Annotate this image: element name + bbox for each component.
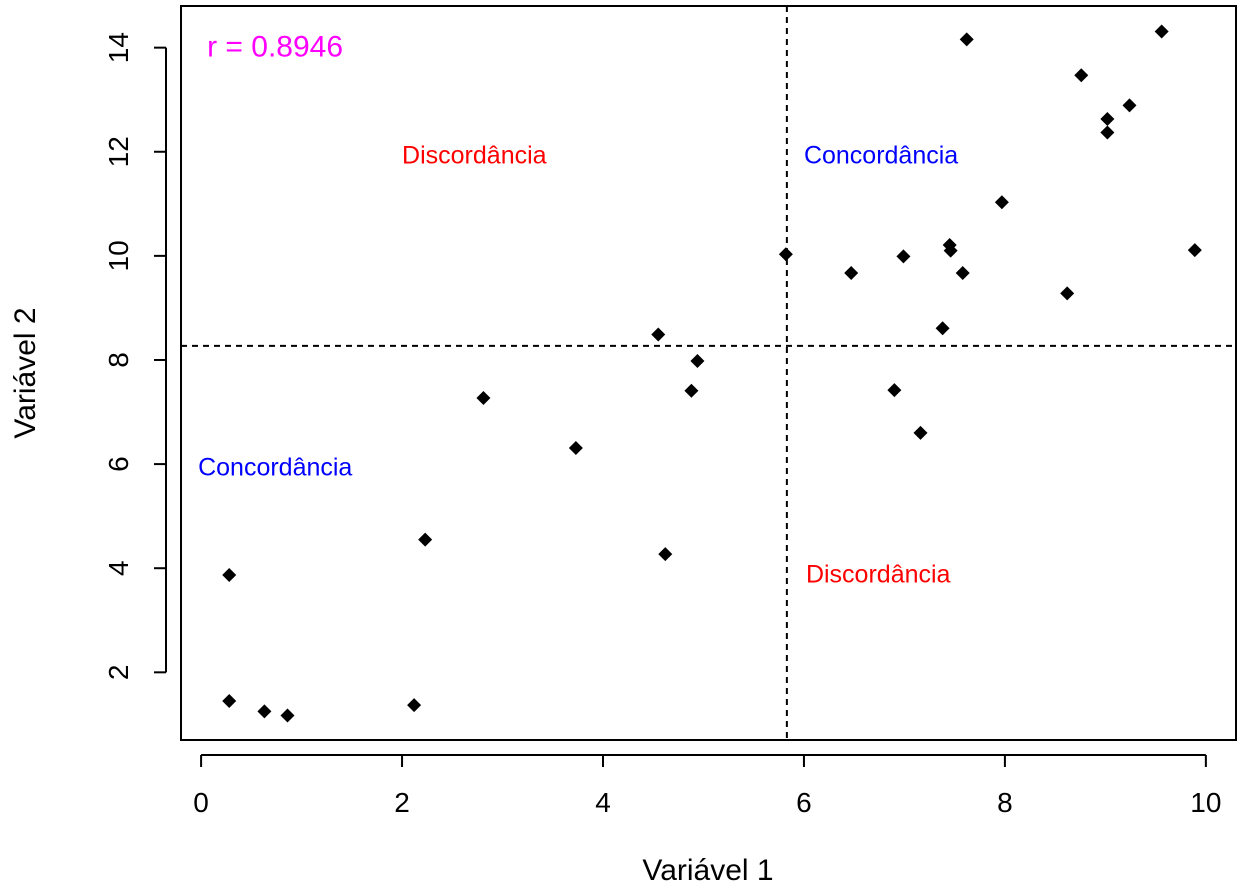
data-point bbox=[887, 383, 902, 398]
data-points bbox=[222, 24, 1202, 723]
annotations: r = 0.8946 Discordância Concordância Concor… bbox=[198, 31, 958, 589]
quadrant-label: Discordância bbox=[806, 560, 951, 588]
data-point bbox=[1187, 243, 1202, 258]
data-point bbox=[651, 327, 666, 342]
data-point bbox=[407, 698, 422, 713]
quadrant-label: Concordância bbox=[198, 454, 352, 482]
x-tick-label: 8 bbox=[997, 787, 1013, 818]
x-tick-label: 6 bbox=[796, 787, 812, 818]
data-point bbox=[896, 249, 911, 264]
x-tick-label: 4 bbox=[595, 787, 611, 818]
quadrant-label: Discordância bbox=[402, 141, 547, 169]
data-point bbox=[1122, 98, 1137, 113]
data-point bbox=[684, 383, 699, 398]
data-point bbox=[994, 195, 1009, 210]
x-tick-label: 10 bbox=[1190, 787, 1221, 818]
data-point bbox=[658, 547, 673, 562]
reference-lines bbox=[181, 6, 1236, 740]
y-tick-label: 8 bbox=[103, 352, 134, 368]
quadrant-label: Concordância bbox=[804, 141, 958, 169]
data-point bbox=[1060, 286, 1075, 301]
data-point bbox=[257, 704, 272, 719]
data-point bbox=[222, 693, 237, 708]
data-point bbox=[690, 354, 705, 369]
data-point bbox=[222, 567, 237, 582]
data-point bbox=[844, 266, 859, 281]
y-tick-label: 12 bbox=[103, 136, 134, 167]
y-tick-label: 6 bbox=[103, 456, 134, 472]
y-tick-label: 4 bbox=[103, 560, 134, 576]
data-point bbox=[935, 321, 950, 336]
data-point bbox=[568, 440, 583, 455]
x-tick-label: 2 bbox=[394, 787, 410, 818]
data-point bbox=[1074, 68, 1089, 83]
correlation-label: r = 0.8946 bbox=[207, 31, 343, 64]
x-axis-title: Variável 1 bbox=[642, 854, 773, 887]
x-tick-label: 0 bbox=[193, 787, 209, 818]
data-point bbox=[959, 32, 974, 47]
plot-frame bbox=[180, 5, 1237, 741]
data-point bbox=[1154, 24, 1169, 39]
data-point bbox=[1100, 111, 1115, 126]
y-tick-label: 2 bbox=[103, 665, 134, 681]
data-point bbox=[418, 532, 433, 547]
y-tick-label: 10 bbox=[103, 240, 134, 271]
data-point bbox=[778, 247, 793, 262]
y-axis: 2 4 6 8 10 12 14 bbox=[103, 32, 167, 681]
data-point bbox=[913, 425, 928, 440]
data-point bbox=[955, 266, 970, 281]
y-tick-label: 14 bbox=[103, 32, 134, 63]
data-point bbox=[280, 708, 295, 723]
data-point bbox=[1100, 125, 1115, 140]
data-point bbox=[943, 243, 958, 258]
y-axis-title: Variável 2 bbox=[9, 307, 42, 438]
data-point bbox=[476, 390, 491, 405]
x-axis: 0 2 4 6 8 10 bbox=[193, 754, 1221, 818]
